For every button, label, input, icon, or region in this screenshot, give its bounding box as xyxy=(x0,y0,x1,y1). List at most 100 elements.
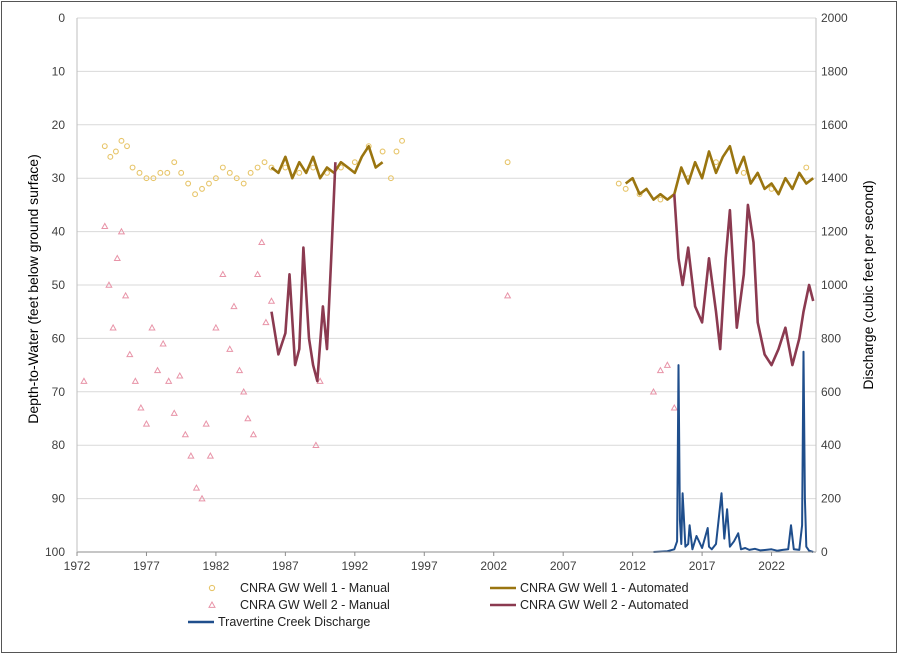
data-point-cnra-gw-well-1-manual xyxy=(351,159,358,166)
y-left-tick-label: 60 xyxy=(52,331,66,345)
data-point-cnra-gw-well-1-manual xyxy=(212,175,219,182)
data-point-cnra-gw-well-2-manual xyxy=(153,366,162,374)
x-tick-label: 2007 xyxy=(550,559,577,573)
series-line-cnra-gw-well-1-automated xyxy=(270,144,384,180)
data-point-cnra-gw-well-2-manual xyxy=(198,494,206,502)
legend-label-cnra-gw-well-2-automated: CNRA GW Well 2 - Automated xyxy=(520,598,689,612)
data-point-cnra-gw-well-2-manual xyxy=(113,254,121,262)
legend-swatch-cnra-gw-well-1-manual xyxy=(208,584,216,592)
data-point-cnra-gw-well-1-manual xyxy=(171,159,178,166)
y-right-tick-label: 800 xyxy=(821,331,841,345)
data-point-cnra-gw-well-1-manual xyxy=(379,148,386,155)
data-point-cnra-gw-well-2-manual xyxy=(126,350,134,358)
series-cnra-gw-well-2-manual xyxy=(80,222,678,502)
data-point-cnra-gw-well-1-manual xyxy=(622,185,629,192)
data-point-cnra-gw-well-2-manual xyxy=(656,366,665,374)
data-point-cnra-gw-well-1-manual xyxy=(399,137,405,144)
data-point-cnra-gw-well-2-manual xyxy=(165,377,173,384)
data-point-cnra-gw-well-2-manual xyxy=(249,430,258,438)
y-right-tick-label: 1400 xyxy=(821,171,848,185)
series-cnra-gw-well-1-automated xyxy=(270,144,814,201)
data-point-cnra-gw-well-1-manual xyxy=(504,159,511,166)
data-point-cnra-gw-well-2-manual xyxy=(187,452,195,459)
legend-item-cnra-gw-well-1-manual: CNRA GW Well 1 - Manual xyxy=(208,581,390,595)
data-point-cnra-gw-well-1-manual xyxy=(124,143,130,150)
x-tick-label: 1992 xyxy=(341,559,368,573)
data-point-cnra-gw-well-2-manual xyxy=(253,270,262,278)
data-point-cnra-gw-well-1-manual xyxy=(226,169,233,176)
y-left-tick-label: 70 xyxy=(52,385,66,399)
x-tick-label: 2017 xyxy=(689,559,716,573)
y-left-tick-label: 40 xyxy=(52,225,66,239)
data-point-cnra-gw-well-2-manual xyxy=(176,371,184,379)
x-tick-label: 2012 xyxy=(619,559,646,573)
data-point-cnra-gw-well-1-manual xyxy=(803,164,810,171)
y-left-tick-label: 100 xyxy=(45,545,65,559)
series-cnra-gw-well-2-automated xyxy=(270,162,815,383)
data-point-cnra-gw-well-2-manual xyxy=(80,377,88,384)
data-point-cnra-gw-well-2-manual xyxy=(142,420,151,427)
data-point-cnra-gw-well-1-manual xyxy=(143,175,150,182)
data-point-cnra-gw-well-2-manual xyxy=(226,345,234,352)
data-point-cnra-gw-well-2-manual xyxy=(101,222,109,229)
series-line-cnra-gw-well-2-automated xyxy=(270,162,337,383)
legend-label-cnra-gw-well-2-manual: CNRA GW Well 2 - Manual xyxy=(240,598,390,612)
data-point-cnra-gw-well-1-manual xyxy=(219,164,226,171)
data-point-cnra-gw-well-2-manual xyxy=(117,227,126,235)
data-point-cnra-gw-well-1-manual xyxy=(206,180,212,187)
data-point-cnra-gw-well-2-manual xyxy=(663,361,672,368)
data-point-cnra-gw-well-1-manual xyxy=(268,164,275,171)
y-right-tick-label: 1000 xyxy=(821,278,848,292)
data-point-cnra-gw-well-2-manual xyxy=(105,281,113,288)
legend-item-cnra-gw-well-2-manual: CNRA GW Well 2 - Manual xyxy=(208,598,390,612)
legend-label-cnra-gw-well-1-manual: CNRA GW Well 1 - Manual xyxy=(240,581,390,595)
data-point-cnra-gw-well-2-manual xyxy=(649,387,658,395)
y-left-tick-label: 50 xyxy=(52,278,66,292)
legend-label-travertine-creek-discharge: Travertine Creek Discharge xyxy=(218,615,370,629)
y-left-tick-label: 90 xyxy=(52,492,66,506)
x-tick-label: 1977 xyxy=(133,559,160,573)
data-point-cnra-gw-well-1-manual xyxy=(192,191,199,198)
x-tick-label: 2002 xyxy=(480,559,507,573)
data-point-cnra-gw-well-1-manual xyxy=(118,137,125,144)
y-axis-right-title: Discharge (cubic feet per second) xyxy=(860,180,876,389)
data-point-cnra-gw-well-1-manual xyxy=(178,169,185,176)
y-left-tick-label: 10 xyxy=(52,64,66,78)
data-point-cnra-gw-well-1-manual xyxy=(261,159,268,166)
data-point-cnra-gw-well-2-manual xyxy=(109,323,117,331)
data-point-cnra-gw-well-2-manual xyxy=(137,403,145,411)
y-right-tick-label: 200 xyxy=(821,492,841,506)
data-point-cnra-gw-well-1-manual xyxy=(657,196,664,203)
y-left-tick-label: 30 xyxy=(52,171,66,185)
data-point-cnra-gw-well-2-manual xyxy=(235,366,244,374)
y-right-tick-label: 400 xyxy=(821,438,841,452)
data-point-cnra-gw-well-2-manual xyxy=(121,291,130,299)
y-axis-left-title: Depth-to-Water (feet below ground surfac… xyxy=(25,154,41,424)
data-point-cnra-gw-well-2-manual xyxy=(258,238,266,246)
data-point-cnra-gw-well-1-manual xyxy=(164,169,171,176)
data-point-cnra-gw-well-2-manual xyxy=(181,430,189,438)
data-point-cnra-gw-well-1-manual xyxy=(240,180,247,187)
data-point-cnra-gw-well-1-manual xyxy=(199,185,205,192)
data-point-cnra-gw-well-2-manual xyxy=(670,403,678,411)
series-line-cnra-gw-well-2-automated xyxy=(673,194,815,367)
legend-item-travertine-creek-discharge: Travertine Creek Discharge xyxy=(188,615,370,629)
x-tick-label: 1997 xyxy=(411,559,438,573)
series-line-travertine-creek-discharge xyxy=(653,350,814,553)
data-point-cnra-gw-well-1-manual xyxy=(740,169,747,176)
data-point-cnra-gw-well-2-manual xyxy=(219,270,227,278)
data-point-cnra-gw-well-1-manual xyxy=(387,175,394,182)
y-right-tick-label: 1200 xyxy=(821,225,848,239)
data-point-cnra-gw-well-2-manual xyxy=(206,452,215,459)
data-point-cnra-gw-well-2-manual xyxy=(312,441,320,448)
data-point-cnra-gw-well-2-manual xyxy=(131,377,139,384)
data-point-cnra-gw-well-1-manual xyxy=(254,164,261,171)
x-tick-label: 1972 xyxy=(64,559,91,573)
data-point-cnra-gw-well-2-manual xyxy=(170,409,178,416)
y-right-tick-label: 1800 xyxy=(821,64,848,78)
data-point-cnra-gw-well-1-manual xyxy=(185,180,192,187)
data-point-cnra-gw-well-2-manual xyxy=(212,323,220,331)
y-left-tick-label: 20 xyxy=(52,118,66,132)
